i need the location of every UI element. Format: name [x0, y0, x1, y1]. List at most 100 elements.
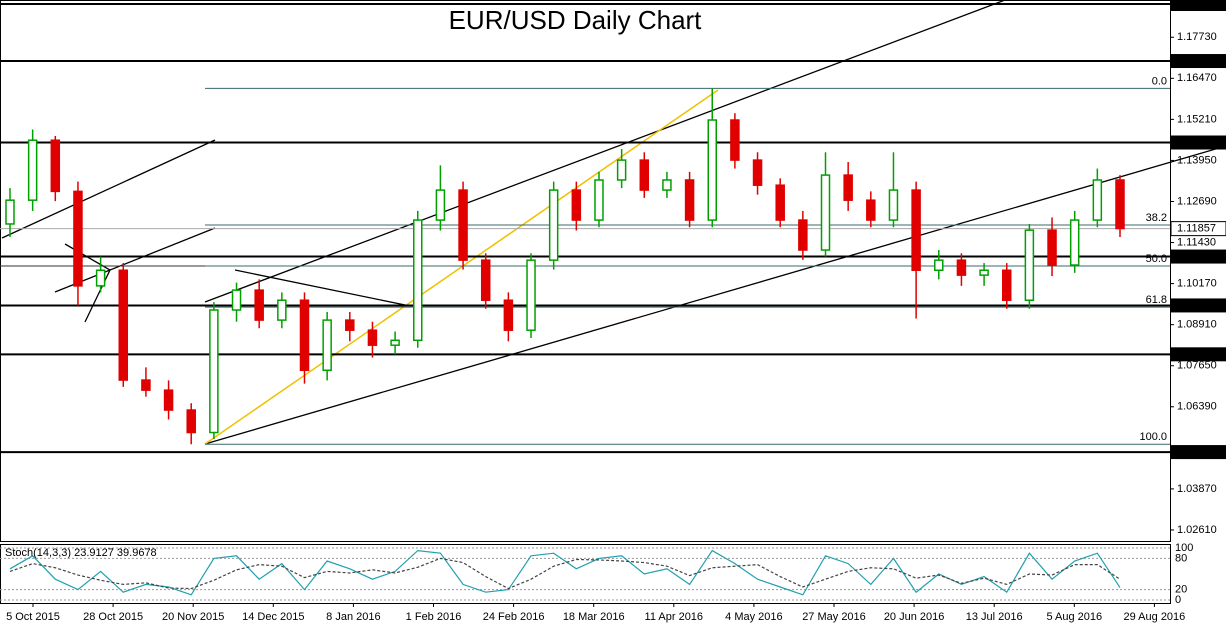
x-tick-label: 28 Oct 2015: [83, 611, 143, 623]
candle-body: [95, 269, 106, 287]
candle-body: [979, 269, 989, 276]
candle-body: [1047, 229, 1057, 266]
level-label: 1.05000: [1177, 446, 1217, 458]
level-box: [1171, 445, 1226, 460]
candle-body: [254, 289, 264, 321]
level-box: [1171, 0, 1226, 12]
candle-body: [390, 339, 400, 346]
candle-body: [322, 319, 332, 372]
x-tick-label: 5 Oct 2015: [6, 611, 60, 623]
y-tick-label: 1.13950: [1177, 154, 1217, 166]
y-tick-label: 1.12690: [1177, 195, 1217, 207]
candle-body: [50, 139, 61, 193]
candle-body: [730, 119, 740, 161]
y-tick-label: 1.16470: [1177, 72, 1217, 84]
y-tick-label: 1.02610: [1177, 524, 1217, 536]
candle-body: [798, 219, 808, 251]
candle-body: [345, 319, 355, 331]
level-label: 1.08000: [1177, 348, 1217, 360]
stoch-tick-label: 80: [1175, 552, 1187, 564]
x-tick-label: 8 Jan 2016: [326, 611, 380, 623]
candle-body: [1024, 229, 1035, 301]
candle-body: [866, 199, 876, 221]
level-label: 1.18750: [1177, 0, 1217, 10]
level-box: [1171, 298, 1226, 313]
candle-body: [1069, 219, 1080, 266]
stoch-tick-label: 0: [1175, 594, 1181, 606]
level-label: 1.17000: [1177, 55, 1217, 67]
level-box: [1171, 135, 1226, 150]
main-frame: [0, 0, 1171, 542]
candle-body: [752, 159, 763, 186]
level-label: 1.14500: [1177, 136, 1217, 148]
y-tick-label: 1.10170: [1177, 278, 1217, 290]
candle-body: [820, 174, 831, 251]
candle-body: [662, 179, 672, 191]
candle-body: [186, 409, 196, 434]
candle-body: [639, 159, 650, 191]
level-box: [1171, 54, 1226, 69]
y-tick-label: 1.15210: [1177, 113, 1217, 125]
candle-body: [594, 179, 604, 221]
fib-label: 61.8: [1146, 294, 1167, 306]
candle-body: [413, 219, 423, 342]
current-price-label: 1.11857: [1177, 223, 1216, 235]
candle-body: [503, 299, 514, 331]
candle-body: [1001, 269, 1012, 301]
candle-body: [616, 159, 627, 181]
candle-body: [684, 179, 695, 221]
y-tick-label: 1.11430: [1177, 236, 1216, 248]
fib-trend: [204, 89, 719, 445]
candle-body: [209, 309, 219, 434]
candle-body: [934, 259, 944, 271]
x-tick-label: 18 Mar 2016: [563, 611, 625, 623]
candle-body: [548, 189, 559, 261]
stoch-label: Stoch(14,3,3) 23.9127 39.9678: [5, 547, 157, 559]
x-tick-label: 27 May 2016: [802, 611, 866, 623]
candle-body: [118, 269, 129, 381]
candle-body: [911, 189, 921, 271]
x-tick-label: 5 Aug 2016: [1046, 611, 1102, 623]
candle-body: [163, 389, 174, 411]
level-box: [1171, 249, 1226, 264]
x-tick-label: 13 Jul 2016: [966, 611, 1023, 623]
candle-body: [1115, 179, 1125, 230]
candle-body: [73, 190, 83, 287]
candle-body: [277, 299, 287, 321]
chart-title: EUR/USD Daily Chart: [449, 5, 703, 35]
x-tick-label: 24 Feb 2016: [483, 611, 545, 623]
x-tick-label: 29 Aug 2016: [1124, 611, 1186, 623]
level-label: 1.09500: [1177, 299, 1217, 311]
x-tick-label: 20 Nov 2015: [162, 611, 224, 623]
y-tick-label: 1.17730: [1177, 31, 1217, 43]
candle-body: [843, 174, 853, 201]
candle-body: [775, 184, 785, 221]
candle-body: [888, 189, 899, 221]
candle-body: [231, 289, 242, 311]
candle-body: [5, 199, 15, 225]
stoch-k: [9, 549, 1121, 596]
stoch-tick-label: 100: [1175, 542, 1193, 554]
y-tick-label: 1.06390: [1177, 401, 1217, 413]
candle-body: [435, 189, 446, 221]
y-tick-label: 1.08910: [1177, 319, 1217, 331]
candle-body: [480, 259, 491, 301]
candle-body: [27, 139, 38, 201]
x-tick-label: 4 May 2016: [725, 611, 782, 623]
candle-body: [526, 259, 536, 331]
level-box: [1171, 347, 1226, 362]
y-tick-label: 1.03870: [1177, 483, 1217, 495]
y-tick-label: 1.07650: [1177, 360, 1217, 372]
trend-lines: [0, 0, 1226, 445]
candle-body: [571, 189, 582, 221]
candle-body: [1092, 179, 1103, 221]
x-tick-label: 11 Apr 2016: [645, 611, 704, 623]
candle-body: [458, 189, 468, 261]
x-tick-label: 1 Feb 2016: [406, 611, 462, 623]
stoch-tick-label: 20: [1175, 584, 1187, 596]
current-price-box: [1170, 221, 1226, 237]
fib-label: 50.0: [1146, 253, 1167, 265]
level-label: 1.11000: [1177, 250, 1216, 262]
fib-label: 100.0: [1139, 431, 1167, 443]
